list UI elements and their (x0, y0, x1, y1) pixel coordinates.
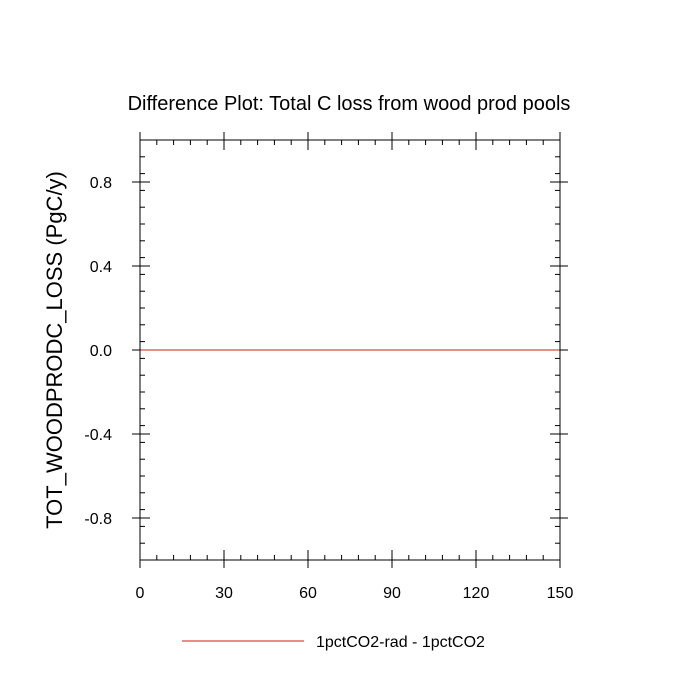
x-tick-label: 90 (383, 585, 401, 602)
x-axis-ticks: 0 30 60 90 120 150 (136, 132, 574, 602)
legend: 1pctCO2-rad - 1pctCO2 (182, 634, 485, 651)
plot-frame (139, 139, 561, 561)
y-tick-label: 0.0 (90, 343, 112, 360)
chart-title: Difference Plot: Total C loss from wood … (128, 93, 571, 115)
x-tick-label: 60 (299, 585, 317, 602)
x-tick-label: 120 (463, 585, 490, 602)
y-axis-label: TOT_WOODPRODC_LOSS (PgC/y) (42, 171, 67, 529)
y-tick-label: -0.4 (84, 427, 112, 444)
x-tick-label: 30 (215, 585, 233, 602)
legend-label: 1pctCO2-rad - 1pctCO2 (316, 634, 485, 651)
y-axis-ticks: -0.8 -0.4 0.0 0.4 0.8 (84, 139, 568, 561)
x-tick-label: 150 (547, 585, 574, 602)
y-tick-label: 0.4 (90, 259, 112, 276)
y-tick-label: 0.8 (90, 175, 112, 192)
y-tick-label: -0.8 (84, 511, 112, 528)
x-tick-label: 0 (136, 585, 145, 602)
